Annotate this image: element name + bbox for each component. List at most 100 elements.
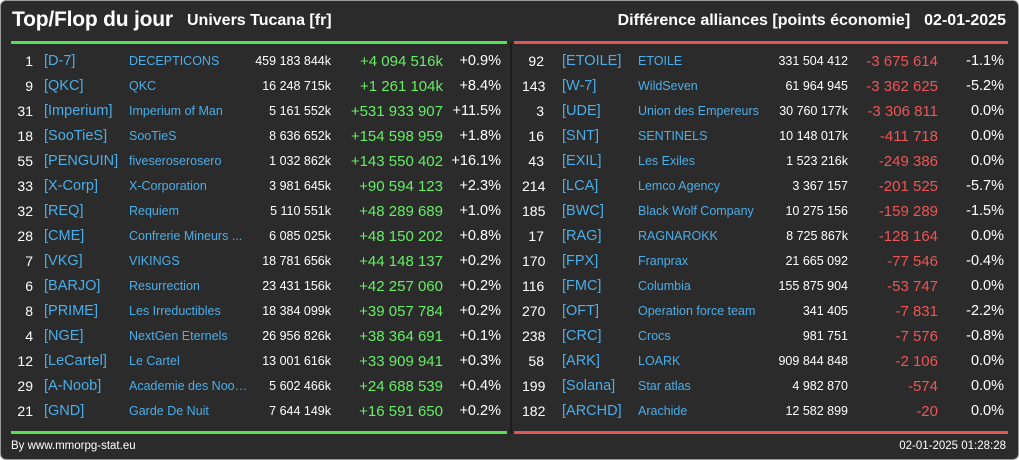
percent-cell: +0.2% <box>459 253 501 269</box>
rank-cell: 238 <box>522 328 546 344</box>
alliance-name[interactable]: Les Irreductibles <box>129 304 221 318</box>
percent-cell: 0.0% <box>970 228 1004 244</box>
column-divider <box>510 43 512 433</box>
alliance-tag[interactable]: [VKG] <box>44 253 83 269</box>
alliance-name[interactable]: Imperium of Man <box>129 104 223 118</box>
table-row: 17 [RAG] RAGNAROKK 8 725 867k -128 164 0.0% <box>512 224 1017 249</box>
diff-cell: +4 094 516k <box>360 53 443 70</box>
alliance-tag[interactable]: [PRIME] <box>44 303 98 319</box>
points-cell: 3 367 157 <box>792 179 848 193</box>
alliance-tag[interactable]: [REQ] <box>44 203 84 219</box>
diff-cell: +24 688 539 <box>359 378 443 395</box>
alliance-name[interactable]: Black Wolf Company <box>638 204 754 218</box>
alliance-name[interactable]: Arachide <box>638 404 688 418</box>
alliance-name[interactable]: Lemco Agency <box>638 179 720 193</box>
alliance-name[interactable]: WildSeven <box>638 79 698 93</box>
percent-cell: 0.0% <box>970 353 1004 369</box>
alliance-name[interactable]: VIKINGS <box>129 254 180 268</box>
alliance-tag[interactable]: [EXIL] <box>562 153 602 169</box>
table-row: 33 [X-Corp] X-Corporation 3 981 645k +90 594… <box>1 174 506 199</box>
alliance-tag[interactable]: [SNT] <box>562 128 600 144</box>
alliance-name[interactable]: Confrerie Mineurs ... <box>129 229 243 243</box>
alliance-tag[interactable]: [FPX] <box>562 253 599 269</box>
alliance-tag[interactable]: [SooTieS] <box>44 128 108 144</box>
alliance-tag[interactable]: [OFT] <box>562 303 600 319</box>
percent-cell: -0.4% <box>966 253 1004 269</box>
alliance-tag[interactable]: [NGE] <box>44 328 84 344</box>
percent-cell: +1.0% <box>459 203 501 219</box>
points-cell: 459 183 844k <box>255 54 331 68</box>
rank-cell: 182 <box>522 403 546 419</box>
diff-cell: -201 525 <box>878 178 938 195</box>
table-row: 116 [FMC] Columbia 155 875 904 -53 747 0.0% <box>512 274 1017 299</box>
alliance-name[interactable]: Requiem <box>129 204 180 218</box>
alliance-tag[interactable]: [X-Corp] <box>44 178 98 194</box>
alliance-name[interactable]: RAGNAROKK <box>638 229 718 243</box>
footer-source: By www.mmorpg-stat.eu <box>11 440 136 452</box>
alliance-name[interactable]: Operation force team <box>638 304 756 318</box>
alliance-name[interactable]: ETOILE <box>638 54 683 68</box>
alliance-name[interactable]: Academie des Noob... <box>129 379 249 393</box>
alliance-tag[interactable]: [BARJO] <box>44 278 101 294</box>
alliance-tag[interactable]: [GND] <box>44 403 85 419</box>
rank-cell: 116 <box>522 278 545 294</box>
alliance-tag[interactable]: [UDE] <box>562 103 601 119</box>
alliance-tag[interactable]: [FMC] <box>562 278 602 294</box>
alliance-name[interactable]: Crocs <box>638 329 671 343</box>
alliance-tag[interactable]: [ARK] <box>562 353 600 369</box>
alliance-name[interactable]: SENTINELS <box>638 129 708 143</box>
percent-cell: -5.7% <box>966 178 1004 194</box>
rank-cell: 12 <box>17 353 33 369</box>
alliance-name[interactable]: Les Exiles <box>638 154 695 168</box>
alliance-tag[interactable]: [QKC] <box>44 78 84 94</box>
alliance-tag[interactable]: [A-Noob] <box>44 378 102 394</box>
rank-cell: 185 <box>522 203 546 219</box>
points-cell: 981 751 <box>802 329 848 343</box>
alliance-name[interactable]: Columbia <box>638 279 691 293</box>
table-row: 1 [D-7] DECEPTICONS 459 183 844k +4 094 516k… <box>1 49 506 74</box>
diff-cell: -3 362 625 <box>866 78 938 95</box>
alliance-tag[interactable]: [LCA] <box>562 178 599 194</box>
alliance-name[interactable]: Union des Empereurs <box>638 104 759 118</box>
alliance-tag[interactable]: [RAG] <box>562 228 602 244</box>
points-cell: 12 582 899 <box>785 404 848 418</box>
percent-cell: +0.8% <box>459 228 501 244</box>
alliance-name[interactable]: QKC <box>129 79 157 93</box>
alliance-name[interactable]: LOARK <box>638 354 681 368</box>
alliance-name[interactable]: X-Corporation <box>129 179 207 193</box>
alliance-name[interactable]: Resurrection <box>129 279 200 293</box>
alliance-tag[interactable]: [LeCartel] <box>44 353 107 369</box>
alliance-name[interactable]: SooTieS <box>129 129 177 143</box>
alliance-tag[interactable]: [ETOILE] <box>562 53 622 69</box>
alliance-name[interactable]: Star atlas <box>638 379 691 393</box>
alliance-tag[interactable]: [PENGUIN] <box>44 153 119 169</box>
rank-cell: 6 <box>25 278 33 294</box>
points-cell: 155 875 904 <box>778 279 848 293</box>
alliance-tag[interactable]: [Solana] <box>562 378 616 394</box>
diff-cell: +38 364 691 <box>359 328 443 345</box>
table-row: 238 [CRC] Crocs 981 751 -7 576 -0.8% <box>512 324 1017 349</box>
rank-cell: 33 <box>17 178 33 194</box>
alliance-name[interactable]: Franprax <box>638 254 689 268</box>
percent-cell: +0.9% <box>459 53 501 69</box>
table-row: 7 [VKG] VIKINGS 18 781 656k +44 148 137 +0.2% <box>1 249 506 274</box>
table-row: 185 [BWC] Black Wolf Company 10 275 156 -159… <box>512 199 1017 224</box>
alliance-name[interactable]: Le Cartel <box>129 354 180 368</box>
alliance-tag[interactable]: [W-7] <box>562 78 597 94</box>
alliance-name[interactable]: NextGen Eternels <box>129 329 228 343</box>
alliance-name[interactable]: DECEPTICONS <box>129 54 220 68</box>
alliance-tag[interactable]: [CME] <box>44 228 85 244</box>
table-row: 55 [PENGUIN] fiveseroserosero 1 032 862k +14… <box>1 149 506 174</box>
universe-label: Univers Tucana [fr] <box>187 12 332 29</box>
alliance-tag[interactable]: [CRC] <box>562 328 602 344</box>
points-cell: 8 725 867k <box>786 229 848 243</box>
alliance-tag[interactable]: [D-7] <box>44 53 76 69</box>
percent-cell: 0.0% <box>970 128 1004 144</box>
alliance-name[interactable]: fiveseroserosero <box>129 154 222 168</box>
alliance-tag[interactable]: [Imperium] <box>44 103 113 119</box>
alliance-name[interactable]: Garde De Nuit <box>129 404 209 418</box>
alliance-tag[interactable]: [ARCHD] <box>562 403 622 419</box>
alliance-tag[interactable]: [BWC] <box>562 203 604 219</box>
points-cell: 30 760 177k <box>779 104 848 118</box>
diff-cell: +48 289 689 <box>359 203 443 220</box>
